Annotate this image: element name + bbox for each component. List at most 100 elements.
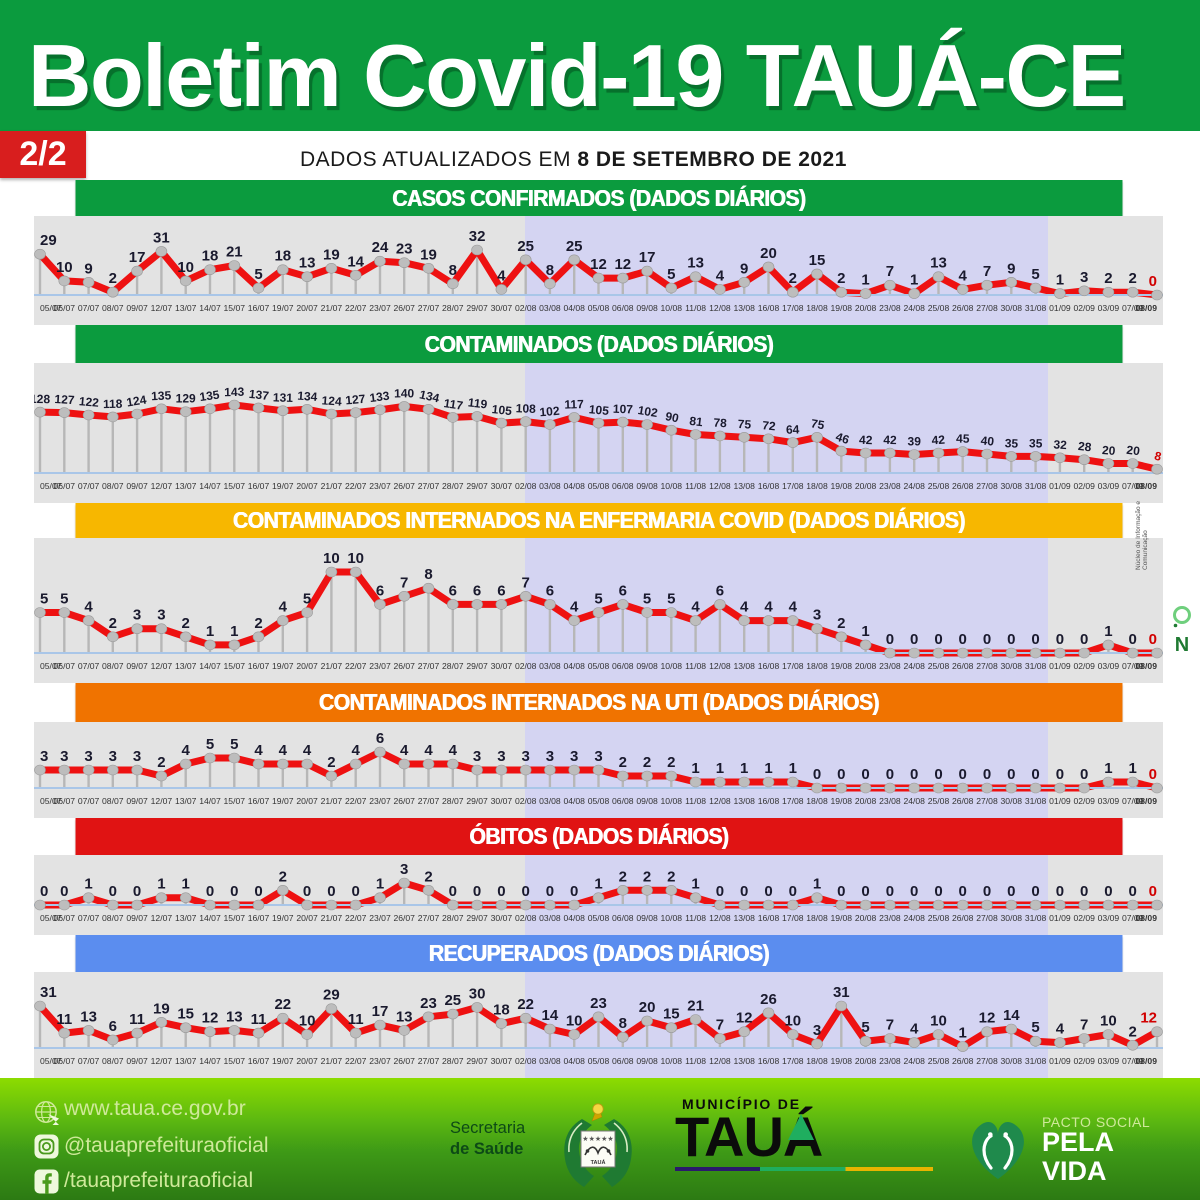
- svg-text:20: 20: [639, 999, 656, 1016]
- svg-text:08/09: 08/09: [1135, 913, 1157, 923]
- svg-text:0: 0: [837, 883, 845, 900]
- svg-text:06/08: 06/08: [612, 661, 634, 671]
- svg-text:25/08: 25/08: [928, 303, 950, 313]
- svg-text:12/07: 12/07: [151, 1056, 173, 1066]
- svg-text:124: 124: [321, 393, 342, 408]
- svg-text:0: 0: [352, 883, 360, 900]
- svg-text:26/08: 26/08: [952, 481, 974, 491]
- svg-text:0: 0: [861, 883, 869, 900]
- svg-text:0: 0: [1056, 631, 1064, 648]
- svg-text:06/08: 06/08: [612, 1056, 634, 1066]
- svg-text:09/08: 09/08: [636, 481, 658, 491]
- svg-text:16/07: 16/07: [248, 481, 270, 491]
- svg-text:15/07: 15/07: [224, 1056, 246, 1066]
- svg-text:4: 4: [570, 599, 579, 616]
- svg-text:2: 2: [157, 754, 165, 771]
- svg-text:35: 35: [1004, 436, 1018, 451]
- svg-text:18/08: 18/08: [806, 1056, 828, 1066]
- svg-text:06/08: 06/08: [612, 481, 634, 491]
- svg-text:1: 1: [84, 876, 92, 893]
- svg-text:09/08: 09/08: [636, 661, 658, 671]
- svg-text:06/07: 06/07: [54, 913, 76, 923]
- svg-text:5: 5: [230, 736, 238, 753]
- svg-text:27/07: 27/07: [418, 796, 440, 806]
- svg-text:26/08: 26/08: [952, 796, 974, 806]
- svg-text:23: 23: [396, 241, 413, 258]
- svg-text:22/07: 22/07: [345, 796, 367, 806]
- svg-text:12: 12: [736, 1010, 753, 1027]
- svg-text:26/08: 26/08: [952, 913, 974, 923]
- svg-text:13/08: 13/08: [733, 796, 755, 806]
- svg-text:26/07: 26/07: [393, 913, 415, 923]
- svg-text:22: 22: [274, 996, 291, 1013]
- svg-text:4: 4: [449, 742, 458, 759]
- svg-text:0: 0: [497, 883, 505, 900]
- svg-text:17: 17: [129, 249, 146, 266]
- svg-text:13/07: 13/07: [175, 796, 197, 806]
- svg-text:09/08: 09/08: [636, 913, 658, 923]
- svg-text:140: 140: [394, 386, 414, 400]
- svg-text:11: 11: [348, 1011, 364, 1028]
- svg-text:05/08: 05/08: [588, 661, 610, 671]
- svg-text:0: 0: [910, 631, 918, 648]
- svg-text:127: 127: [345, 392, 366, 408]
- svg-text:18: 18: [202, 248, 219, 265]
- svg-text:0: 0: [959, 631, 967, 648]
- svg-text:26: 26: [760, 991, 777, 1008]
- svg-text:0: 0: [1149, 883, 1157, 900]
- svg-text:4: 4: [716, 267, 725, 284]
- svg-text:07/07: 07/07: [78, 1056, 100, 1066]
- svg-text:24/08: 24/08: [903, 661, 925, 671]
- svg-text:135: 135: [199, 387, 221, 404]
- svg-text:23: 23: [420, 995, 437, 1012]
- svg-text:0: 0: [1031, 883, 1039, 900]
- svg-text:40: 40: [980, 433, 995, 448]
- svg-text:134: 134: [297, 389, 318, 404]
- svg-text:30/07: 30/07: [491, 913, 513, 923]
- svg-text:08/07: 08/07: [102, 661, 124, 671]
- svg-text:08/09: 08/09: [1135, 796, 1157, 806]
- svg-text:0: 0: [837, 766, 845, 783]
- svg-text:0: 0: [1007, 766, 1015, 783]
- svg-text:39: 39: [908, 435, 922, 449]
- svg-text:26/08: 26/08: [952, 661, 974, 671]
- svg-text:19/08: 19/08: [831, 796, 853, 806]
- svg-text:0: 0: [449, 883, 457, 900]
- svg-text:3: 3: [109, 748, 117, 765]
- svg-text:02/09: 02/09: [1073, 1056, 1095, 1066]
- svg-text:15: 15: [177, 1006, 194, 1023]
- svg-text:5: 5: [303, 591, 311, 608]
- svg-text:0: 0: [934, 631, 942, 648]
- svg-text:12/08: 12/08: [709, 661, 731, 671]
- svg-text:16/08: 16/08: [758, 661, 780, 671]
- svg-text:29: 29: [323, 987, 340, 1004]
- svg-text:0: 0: [1080, 883, 1088, 900]
- svg-text:4: 4: [400, 742, 409, 759]
- svg-text:0: 0: [327, 883, 335, 900]
- svg-text:4: 4: [959, 267, 968, 284]
- svg-text:25: 25: [566, 238, 583, 255]
- svg-text:3: 3: [157, 607, 165, 624]
- svg-text:122: 122: [78, 394, 99, 410]
- svg-text:22/07: 22/07: [345, 481, 367, 491]
- svg-text:0: 0: [1080, 631, 1088, 648]
- svg-text:7: 7: [400, 574, 408, 591]
- svg-text:31/08: 31/08: [1025, 481, 1047, 491]
- svg-text:03/09: 03/09: [1098, 913, 1120, 923]
- svg-text:19/08: 19/08: [831, 661, 853, 671]
- svg-text:127: 127: [54, 392, 75, 407]
- svg-text:105: 105: [491, 402, 513, 418]
- svg-text:1: 1: [959, 1025, 967, 1042]
- svg-text:0: 0: [959, 766, 967, 783]
- svg-text:124: 124: [125, 392, 147, 409]
- svg-text:11/08: 11/08: [685, 913, 706, 923]
- svg-text:09/08: 09/08: [636, 303, 658, 313]
- svg-text:19: 19: [420, 246, 437, 263]
- svg-text:02/08: 02/08: [515, 481, 537, 491]
- svg-text:19/07: 19/07: [272, 1056, 294, 1066]
- svg-text:07/07: 07/07: [78, 796, 100, 806]
- svg-text:9: 9: [1007, 260, 1015, 277]
- svg-text:20: 20: [760, 245, 777, 262]
- svg-text:10/08: 10/08: [661, 481, 683, 491]
- svg-text:2: 2: [837, 615, 845, 632]
